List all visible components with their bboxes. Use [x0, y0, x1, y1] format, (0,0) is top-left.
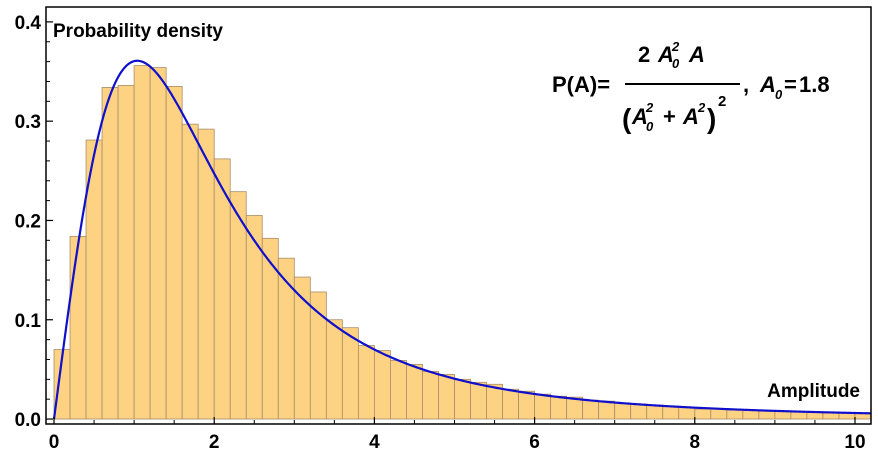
histogram-bar	[406, 364, 423, 420]
formula-prefix: P(A)=	[552, 72, 610, 97]
histogram-bar	[694, 408, 712, 420]
histogram-bar	[197, 128, 215, 420]
formula-denominator-sup2: 2	[697, 100, 706, 115]
plot-frame	[45, 6, 872, 425]
histogram-bar	[69, 235, 87, 420]
formula-separator: ,	[743, 72, 749, 97]
histogram-bar	[598, 400, 616, 420]
histogram-bar	[245, 215, 263, 420]
x-tick-label: 0	[49, 432, 60, 453]
histogram-bar	[502, 388, 519, 420]
formula-denominator-a0: A	[631, 104, 648, 129]
histogram-bar	[325, 319, 343, 420]
histogram-bar	[422, 370, 439, 420]
histogram-bar	[582, 399, 600, 420]
histogram-bars	[53, 65, 872, 420]
y-tick-label: 0.3	[15, 112, 41, 133]
histogram-bar	[470, 381, 487, 420]
formula-denominator-outer-sup: 2	[718, 93, 726, 110]
histogram-bar	[614, 402, 632, 420]
formula-denominator-plus: +	[663, 104, 676, 129]
histogram-bar	[357, 345, 375, 420]
histogram-bar	[662, 405, 680, 420]
x-axis-label: Amplitude	[767, 381, 860, 402]
histogram-bar	[710, 408, 728, 420]
formula-a0-eq: =	[784, 72, 797, 97]
formula-numerator-sub: 0	[672, 56, 680, 71]
histogram-bar	[390, 360, 407, 420]
histogram-bar	[630, 403, 648, 420]
histogram-bar	[790, 411, 808, 420]
histogram-bar	[550, 395, 568, 420]
histogram-bar	[534, 393, 552, 420]
histogram-bar	[117, 85, 135, 420]
y-tick-label: 0.2	[15, 211, 41, 232]
formula-a0-label: A	[759, 72, 776, 97]
histogram-bar	[341, 327, 359, 420]
x-axis-ticks: 0 2 4 6 8 10	[49, 417, 866, 453]
histogram-bar	[726, 409, 744, 420]
y-axis-ticks: 0.0 0.1 0.2 0.3 0.4	[15, 13, 53, 431]
formula-denominator-a: A	[682, 104, 699, 129]
histogram-bar	[822, 412, 840, 420]
y-tick-label: 0.1	[15, 311, 42, 332]
formula-a0-sub: 0	[775, 87, 783, 102]
histogram-bar	[518, 390, 535, 420]
histogram-bar	[261, 237, 279, 420]
x-tick-label: 2	[209, 432, 220, 453]
x-tick-label: 10	[844, 432, 865, 453]
formula-denominator-rparen: )	[707, 103, 716, 134]
histogram-bar	[646, 404, 664, 420]
formula-numerator-2: 2	[638, 42, 650, 67]
formula-annotation: P(A)= 2 A 2 0 A ( A 2 0 + A 2 ) 2 , A 0 …	[552, 39, 830, 134]
histogram-bar	[133, 65, 151, 420]
histogram-bar	[454, 378, 471, 420]
histogram-bar	[309, 291, 327, 420]
formula-denominator-sub: 0	[646, 119, 654, 134]
formula-numerator-a: A	[688, 42, 705, 67]
formula-denominator-sup1: 2	[645, 100, 654, 115]
x-tick-label: 6	[529, 432, 540, 453]
histogram-bar	[758, 410, 776, 420]
histogram-bar	[165, 86, 183, 420]
y-tick-label: 0.4	[15, 13, 42, 34]
formula-numerator-sup: 2	[671, 39, 680, 54]
histogram-bar	[742, 409, 760, 420]
histogram-bar	[181, 123, 199, 420]
formula-a0-value: 1.8	[799, 72, 830, 97]
density-curve	[52, 59, 872, 420]
formula-denominator-lparen: (	[622, 103, 632, 134]
formula-numerator-a0: A	[657, 42, 674, 67]
histogram-bar	[101, 87, 119, 420]
histogram-bar	[678, 406, 696, 420]
y-axis-label: Probability density	[53, 21, 223, 42]
histogram-bar	[149, 67, 167, 420]
y-tick-label: 0.0	[15, 410, 41, 431]
x-tick-label: 4	[369, 432, 380, 453]
histogram-bar	[438, 373, 455, 420]
histogram-bar	[373, 350, 391, 420]
x-tick-label: 8	[689, 432, 700, 453]
